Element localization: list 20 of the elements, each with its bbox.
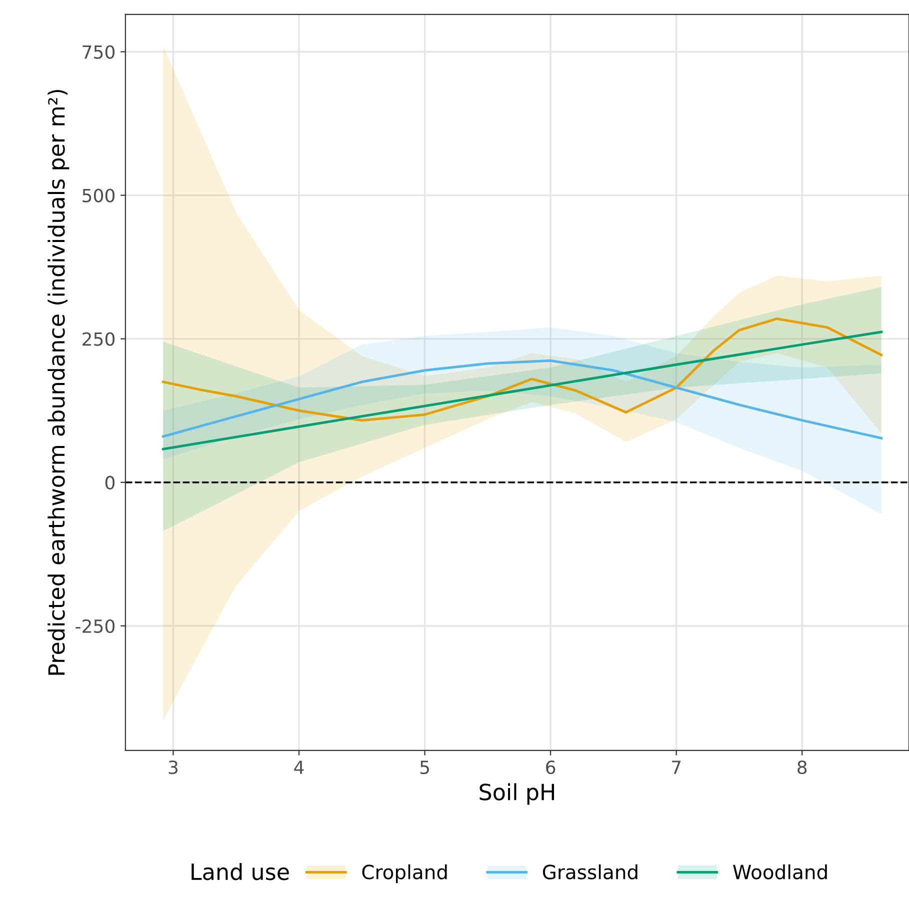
y-tick-label: 750 — [82, 45, 115, 59]
y-tick-label: 0 — [105, 476, 115, 490]
x-tick-label: 5 — [420, 760, 429, 774]
line-series — [162, 330, 883, 450]
y-axis-title: Predicted earthworm abundance (individuals per m²) — [48, 90, 70, 675]
legend-label: Grassland — [542, 864, 638, 880]
y-tick-label: -250 — [76, 619, 115, 633]
x-tick-label: 8 — [798, 760, 807, 774]
y-tick-label: 250 — [82, 332, 115, 346]
legend-label: Woodland — [733, 864, 827, 880]
line-series — [162, 317, 883, 422]
legend-title: Land use — [192, 862, 289, 880]
x-tick-label: 4 — [294, 760, 304, 774]
x-tick-label: 3 — [168, 760, 178, 774]
line-series — [162, 359, 883, 440]
x-axis-title: Soil pH — [480, 783, 554, 805]
legend-label: Cropland — [362, 864, 447, 884]
x-tick-label: 7 — [672, 760, 681, 774]
y-tick-label: 500 — [82, 188, 115, 202]
x-tick-label: 6 — [546, 760, 556, 774]
